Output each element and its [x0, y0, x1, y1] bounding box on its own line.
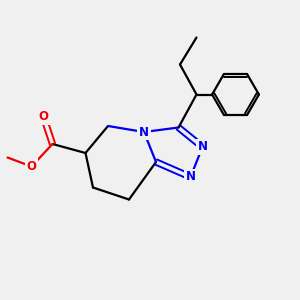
- Text: O: O: [38, 110, 49, 124]
- Text: N: N: [139, 125, 149, 139]
- Text: N: N: [197, 140, 208, 154]
- Text: N: N: [185, 170, 196, 184]
- Text: O: O: [26, 160, 37, 173]
